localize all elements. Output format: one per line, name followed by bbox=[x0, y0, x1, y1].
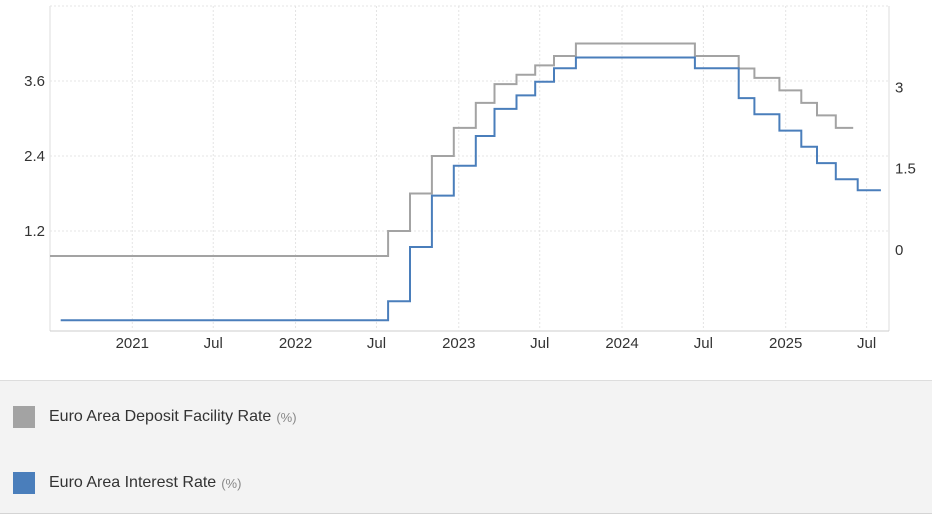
x-tick-label: 2024 bbox=[605, 335, 638, 352]
x-tick-label: 2025 bbox=[769, 335, 802, 352]
x-tick-label: 2022 bbox=[279, 335, 312, 352]
x-tick-label: Jul bbox=[530, 335, 549, 352]
left-y-tick-label: 1.2 bbox=[24, 223, 45, 240]
legend-item-deposit-rate[interactable]: Euro Area Deposit Facility Rate (%) bbox=[13, 406, 297, 428]
legend-label-deposit-rate: Euro Area Deposit Facility Rate bbox=[49, 408, 272, 425]
chart-legend: Euro Area Deposit Facility Rate (%) Euro… bbox=[0, 380, 932, 514]
right-y-tick-label: 0 bbox=[895, 242, 903, 259]
legend-swatch-deposit-rate bbox=[13, 406, 35, 428]
x-tick-label: Jul bbox=[694, 335, 713, 352]
x-tick-label: Jul bbox=[367, 335, 386, 352]
series-line-deposit-rate bbox=[50, 42, 854, 257]
legend-label-interest-rate: Euro Area Interest Rate bbox=[49, 474, 217, 491]
legend-swatch-interest-rate bbox=[13, 472, 35, 494]
x-tick-label: 2021 bbox=[116, 335, 149, 352]
right-y-tick-label: 1.5 bbox=[895, 161, 916, 178]
legend-unit-deposit-rate: (%) bbox=[276, 409, 297, 425]
legend-item-interest-rate[interactable]: Euro Area Interest Rate (%) bbox=[13, 472, 241, 494]
right-y-tick-label: 3 bbox=[895, 79, 903, 96]
left-y-tick-label: 2.4 bbox=[24, 148, 45, 165]
x-tick-label: 2023 bbox=[442, 335, 475, 352]
left-y-tick-label: 3.6 bbox=[24, 73, 45, 90]
series-line-interest-rate bbox=[60, 56, 881, 322]
legend-unit-interest-rate: (%) bbox=[221, 475, 242, 491]
chart-area: 2021 Jul 2022 Jul 2023 Jul 2024 Jul 2025 Jul 1.2 2.… bbox=[24, 5, 916, 352]
x-tick-label: Jul bbox=[857, 335, 876, 352]
x-tick-label: Jul bbox=[204, 335, 223, 352]
line-chart: 2021 Jul 2022 Jul 2023 Jul 2024 Jul 2025 Jul 1.2 2.… bbox=[24, 5, 916, 352]
